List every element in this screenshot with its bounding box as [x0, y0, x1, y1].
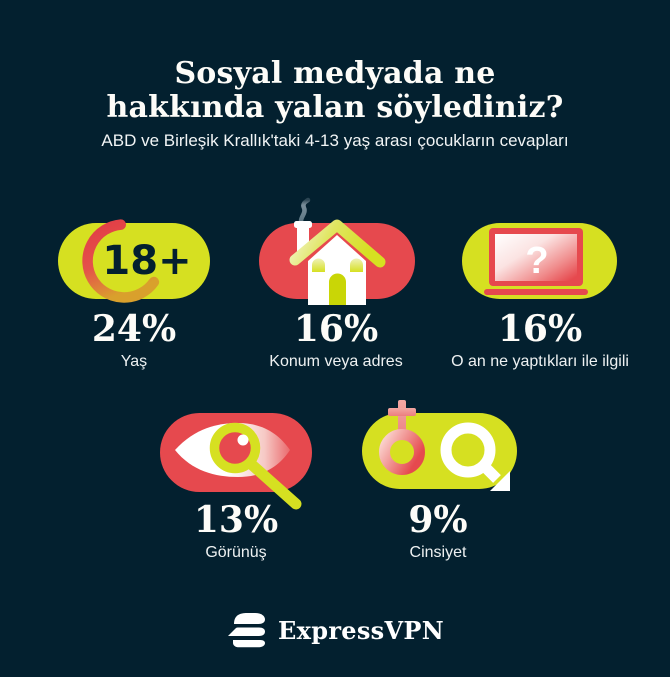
stat-label: Görünüş [205, 544, 267, 561]
house-roof [289, 219, 386, 268]
house-door [329, 273, 346, 305]
stat-age: 24% Yaş [24, 310, 244, 371]
house-window-right [350, 258, 363, 272]
house-icon [289, 197, 386, 305]
stat-label: Yaş [120, 353, 148, 370]
stat-gender: 9% Cinsiyet [328, 501, 548, 562]
laptop-question-icon: ? [484, 228, 588, 295]
female-symbol-ring [379, 429, 425, 475]
laptop-base [484, 289, 588, 295]
eye-magnifier-icon [175, 422, 302, 510]
male-symbol-ring [440, 422, 496, 478]
title-line-2: hakkında yalan söylediniz? [106, 90, 564, 125]
expressvpn-burger-icon [228, 613, 266, 648]
brand-wordmark: ExpressVPN [278, 615, 444, 645]
chimney-cap [294, 221, 312, 228]
chimney-smoke [298, 197, 311, 228]
gender-symbols-icon [379, 400, 510, 491]
18plus-age-badge-icon [82, 219, 160, 303]
stat-appearance: 13% Görünüş [126, 501, 346, 562]
expressvpn-logo: ExpressVPN [0, 610, 670, 650]
lens-highlight [237, 434, 249, 446]
pill-appearance [160, 413, 312, 510]
stat-percent: 24% [91, 308, 177, 350]
stat-percent: 13% [193, 499, 279, 541]
male-arrow-head [490, 471, 510, 491]
stat-activity: 16% O an ne yaptıkları ile ilgili [430, 310, 650, 371]
pill-location [259, 197, 415, 305]
house-window-left [312, 258, 325, 272]
pill-gender [362, 400, 517, 491]
age-ring [82, 219, 160, 303]
stat-percent: 9% [408, 499, 468, 541]
title-line-1: Sosyal medyada ne [174, 56, 496, 91]
magnifier-handle [244, 457, 302, 510]
male-arrow-shaft [480, 462, 501, 483]
laptop-screen [495, 234, 577, 281]
pill-activity: ? [462, 223, 617, 299]
stat-label: Cinsiyet [409, 544, 467, 561]
stat-label: Konum veya adres [269, 353, 403, 370]
pill-age: 18+ [58, 219, 210, 303]
magnifier-lens [209, 422, 261, 474]
stat-location: 16% Konum veya adres [226, 310, 446, 371]
page-subtitle: ABD ve Birleşik Krallık'taki 4-13 yaş ar… [101, 131, 569, 150]
age-badge-label: 18+ [102, 238, 192, 284]
stat-percent: 16% [293, 308, 379, 350]
house-body [308, 235, 366, 305]
page-title: Sosyal medyada ne hakkında yalan söyledi… [0, 57, 670, 125]
female-cross-horizontal [388, 408, 416, 416]
question-mark-glyph: ? [525, 240, 548, 282]
stat-percent: 16% [497, 308, 583, 350]
stat-label: O an ne yaptıkları ile ilgili [451, 353, 629, 370]
